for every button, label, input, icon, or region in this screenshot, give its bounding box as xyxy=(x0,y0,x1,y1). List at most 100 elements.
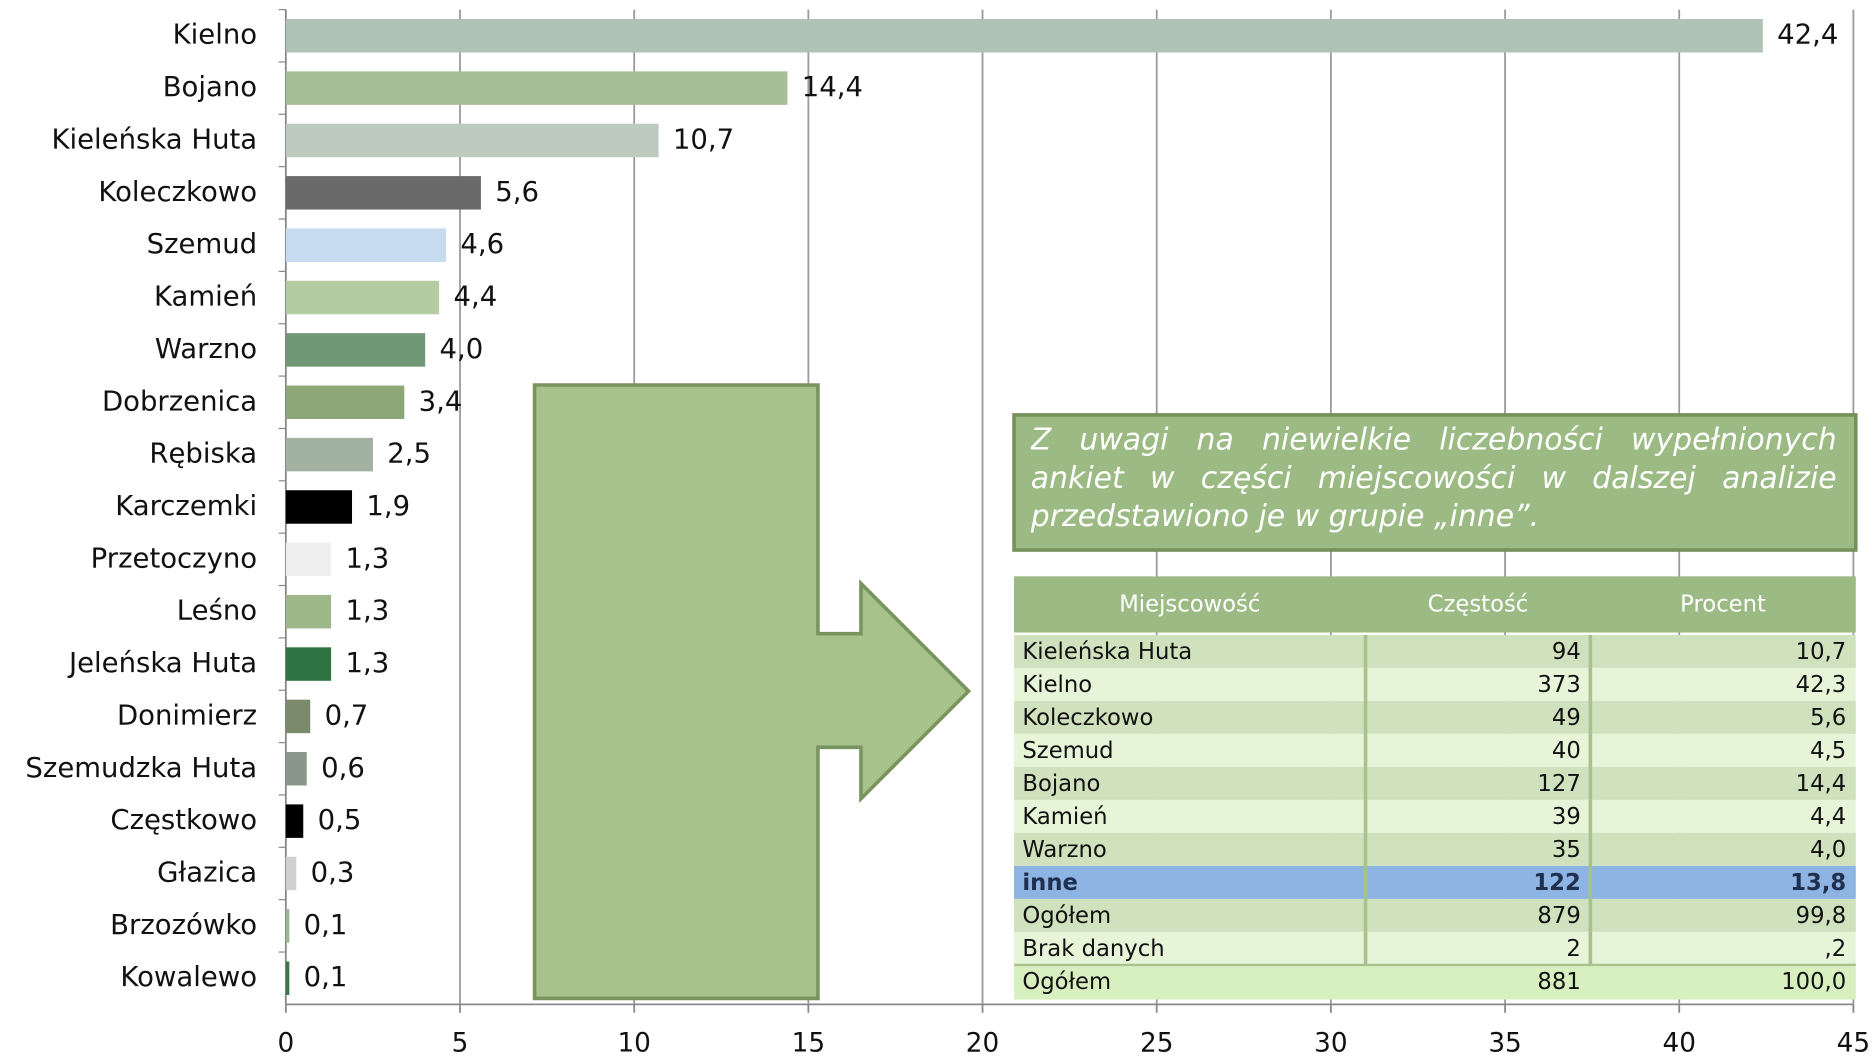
data-label: 2,5 xyxy=(387,438,431,470)
x-tick-label: 30 xyxy=(1314,1028,1347,1057)
y-tick-label: Rębiska xyxy=(149,438,257,470)
bar xyxy=(285,176,481,210)
data-label: 0,5 xyxy=(318,804,362,836)
table-cell: 879 xyxy=(1537,903,1580,929)
table-cell: Ogółem xyxy=(1022,969,1111,995)
note-box xyxy=(1012,413,1858,552)
data-label: 0,3 xyxy=(311,856,355,888)
table-cell: Brak danych xyxy=(1022,936,1164,962)
y-tick-label: Kieleńska Huta xyxy=(51,123,257,155)
y-tick-label: Brzozówko xyxy=(110,909,257,941)
y-tick-label: Kowalewo xyxy=(120,961,257,993)
data-label: 1,9 xyxy=(366,490,410,522)
data-label: 0,7 xyxy=(325,699,369,731)
bar xyxy=(285,752,307,786)
bar xyxy=(285,909,290,943)
table-cell: 5,6 xyxy=(1810,705,1846,731)
y-tick-label: Donimierz xyxy=(117,699,257,731)
bar xyxy=(285,490,353,524)
x-tick-label: 20 xyxy=(966,1028,999,1057)
y-tick-label: Kielno xyxy=(173,19,258,51)
y-tick-label: Dobrzenica xyxy=(102,385,257,417)
data-label: 0,1 xyxy=(304,961,348,993)
y-tick-label: Kamień xyxy=(154,281,257,313)
bar xyxy=(285,437,373,472)
y-tick-label: Szemud xyxy=(147,228,257,260)
table-row xyxy=(1014,766,1856,800)
bar xyxy=(285,333,426,367)
y-tick-label: Jeleńska Huta xyxy=(67,647,257,679)
table-cell: 127 xyxy=(1537,771,1580,797)
table-cell: 40 xyxy=(1552,738,1581,764)
table-header xyxy=(1014,576,1856,633)
table-row xyxy=(1014,832,1856,866)
table-cell: 4,0 xyxy=(1810,837,1846,863)
table-header-cell: Miejscowość xyxy=(1119,592,1260,618)
bar xyxy=(285,123,659,158)
table-cell: 122 xyxy=(1533,870,1580,896)
data-label: 1,3 xyxy=(345,595,389,627)
bar xyxy=(285,699,311,734)
table-row xyxy=(1014,865,1856,899)
table-cell: 100,0 xyxy=(1781,969,1846,995)
table-cell: 94 xyxy=(1552,639,1581,665)
bar xyxy=(285,961,290,995)
bar xyxy=(285,71,788,105)
note-container: Z uwagi na niewielkie liczebności wypełn… xyxy=(1031,422,1837,533)
table-cell: 35 xyxy=(1552,837,1581,863)
plot-area: 0 5 10 15 20 25 30 35 40 45 Kielno 42,4 Bojano 14,4 Ki… xyxy=(25,8,1870,1057)
data-label: 4,4 xyxy=(453,281,497,313)
data-label: 5,6 xyxy=(495,176,539,208)
table-cell: Kieleńska Huta xyxy=(1022,639,1192,665)
table-cell: 49 xyxy=(1552,705,1581,731)
bar xyxy=(285,542,332,577)
data-label: 0,1 xyxy=(304,909,348,941)
data-label: 42,4 xyxy=(1777,19,1838,51)
table-cell: Kielno xyxy=(1022,672,1092,698)
table-cell: Bojano xyxy=(1022,771,1100,797)
bar xyxy=(285,385,405,419)
data-label: 4,6 xyxy=(460,228,504,260)
data-label: 1,3 xyxy=(345,542,389,574)
x-tick-label: 40 xyxy=(1662,1028,1695,1057)
table-cell: Koleczkowo xyxy=(1022,705,1153,731)
table-row xyxy=(1014,700,1856,734)
table: Miejscowość Częstość Procent Kieleńska Huta… xyxy=(1014,576,1856,1000)
x-tick-label: 25 xyxy=(1140,1028,1173,1057)
y-tick-label: Warzno xyxy=(155,333,257,365)
data-label: 10,7 xyxy=(673,123,734,155)
table-cell: Ogółem xyxy=(1022,903,1111,929)
y-tick-label: Przetoczyno xyxy=(91,542,257,574)
y-tick-label: Bojano xyxy=(163,71,257,103)
table-row xyxy=(1014,634,1856,668)
data-label: 14,4 xyxy=(802,71,863,103)
data-label: 1,3 xyxy=(345,647,389,679)
table-cell: Szemud xyxy=(1022,738,1113,764)
arrow xyxy=(532,383,972,1001)
table-row xyxy=(1014,733,1856,767)
bar xyxy=(285,228,447,262)
y-tick-label: Częstkowo xyxy=(110,804,257,836)
y-tick-label: Koleczkowo xyxy=(98,176,257,208)
x-tick-label: 5 xyxy=(452,1028,469,1057)
table-header-cell: Częstość xyxy=(1428,592,1529,618)
table-cell: Kamień xyxy=(1022,804,1107,830)
table-cell: inne xyxy=(1022,870,1078,896)
table-cell: 42,3 xyxy=(1796,672,1847,698)
bar xyxy=(285,856,297,891)
table-cell: 39 xyxy=(1552,804,1581,830)
y-tick-label: Głazica xyxy=(157,856,257,888)
table-row xyxy=(1014,898,1856,932)
table-cell: 14,4 xyxy=(1796,771,1847,797)
x-tick-label: 35 xyxy=(1488,1028,1521,1057)
x-tick-label: 45 xyxy=(1837,1028,1870,1057)
table-cell: 881 xyxy=(1537,969,1580,995)
table-row xyxy=(1014,931,1856,965)
table-cell: ,2 xyxy=(1825,936,1847,962)
data-label: 4,0 xyxy=(440,333,484,365)
y-tick-label: Szemudzka Huta xyxy=(25,752,257,784)
bar xyxy=(285,647,332,681)
y-tick-label: Karczemki xyxy=(115,490,257,522)
table-cell: 2 xyxy=(1566,936,1580,962)
